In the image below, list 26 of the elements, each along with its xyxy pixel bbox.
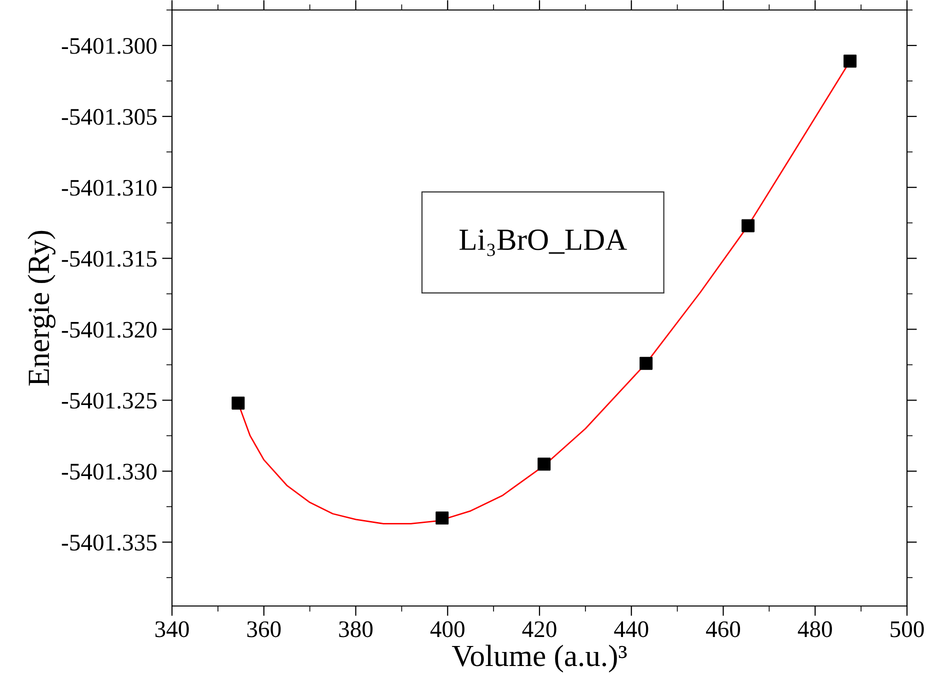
y-tick-label: -5401.305: [62, 108, 156, 125]
y-tick-label: -5401.320: [62, 322, 157, 338]
x-tick-label: 500: [890, 621, 924, 638]
x-tick-label: 460: [706, 621, 740, 638]
x-tick-label: 480: [798, 621, 832, 638]
x-tick-label: 340: [155, 621, 189, 638]
y-tick-label: -5401.330: [62, 464, 157, 480]
x-tick-label: 360: [247, 621, 281, 638]
point: [640, 356, 653, 370]
point: [844, 54, 857, 68]
point: [436, 512, 449, 525]
y-tick-label: -5401.315: [62, 250, 156, 267]
x-axis-title: Volume (a.u.)³: [452, 644, 627, 672]
y-tick-label: -5401.325: [62, 392, 156, 409]
y-tick-label: -5401.310: [62, 180, 157, 196]
y-axis-title: Energie (Ry): [28, 230, 56, 386]
x-tick-label: 380: [339, 621, 373, 638]
annotation: Li₃BrO_LDA: [460, 230, 627, 256]
point: [742, 219, 755, 232]
x-tick-label: 440: [614, 621, 648, 638]
point: [232, 396, 245, 410]
point: [538, 458, 551, 471]
x-tick-label: 400: [430, 621, 464, 638]
x-tick-label: 420: [522, 621, 556, 638]
y-tick-label: -5401.335: [62, 534, 156, 551]
y-tick-label: -5401.300: [62, 38, 157, 54]
